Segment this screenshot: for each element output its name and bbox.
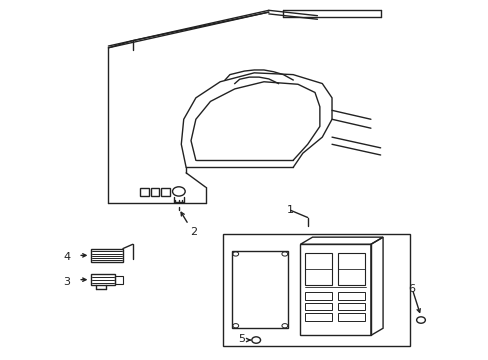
Bar — [338, 313, 365, 321]
Text: 6: 6 — [408, 284, 415, 294]
Bar — [300, 244, 370, 336]
Bar — [232, 251, 287, 328]
Bar — [222, 234, 409, 346]
Bar — [91, 274, 115, 285]
Bar — [161, 188, 170, 196]
Text: 4: 4 — [63, 252, 70, 262]
Text: 3: 3 — [63, 277, 70, 287]
Bar — [305, 302, 331, 310]
Bar — [91, 249, 122, 262]
Bar — [140, 188, 148, 196]
Text: 5: 5 — [238, 334, 245, 344]
Bar — [305, 292, 331, 300]
Bar — [115, 276, 123, 284]
Bar — [338, 253, 365, 285]
Text: 2: 2 — [189, 227, 197, 237]
Bar — [338, 292, 365, 300]
Bar — [150, 188, 159, 196]
Bar — [305, 313, 331, 321]
Bar — [305, 253, 331, 285]
Text: 1: 1 — [286, 205, 294, 215]
Bar — [338, 302, 365, 310]
